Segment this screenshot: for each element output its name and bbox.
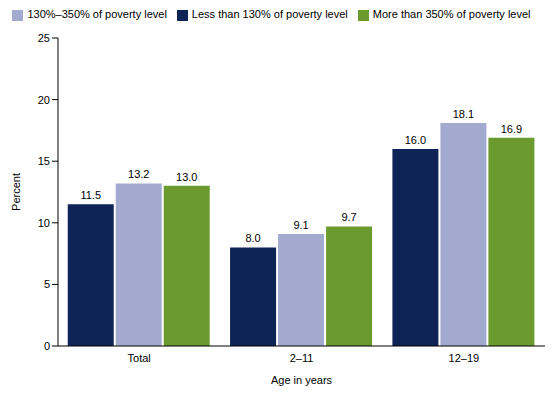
svg-text:12–19: 12–19 bbox=[449, 352, 480, 364]
svg-text:5: 5 bbox=[44, 278, 50, 290]
svg-text:0: 0 bbox=[44, 340, 50, 352]
svg-text:2–11: 2–11 bbox=[290, 352, 314, 364]
svg-text:20: 20 bbox=[38, 94, 50, 106]
svg-text:15: 15 bbox=[38, 155, 50, 167]
html-text:Less than 130% of poverty leve: Less than 130% of poverty level bbox=[191, 8, 348, 20]
svg-text:9.1: 9.1 bbox=[293, 219, 308, 231]
svg-text:13.0: 13.0 bbox=[176, 171, 197, 183]
svg-text:Percent: Percent bbox=[10, 173, 22, 211]
svg-text:25: 25 bbox=[38, 32, 50, 44]
svg-text:11.5: 11.5 bbox=[80, 189, 101, 201]
html-text:130%–350% of poverty level: 130%–350% of poverty level bbox=[27, 8, 167, 20]
svg-text:9.7: 9.7 bbox=[341, 211, 356, 223]
svg-text:Age in years: Age in years bbox=[271, 374, 333, 386]
svg-text:Total: Total bbox=[128, 352, 151, 364]
svg-text:16.0: 16.0 bbox=[405, 134, 426, 146]
svg-text:13.2: 13.2 bbox=[128, 168, 149, 180]
svg-text:18.1: 18.1 bbox=[453, 108, 474, 120]
html-text:More than 350% of poverty leve: More than 350% of poverty level bbox=[372, 8, 531, 20]
svg-text:10: 10 bbox=[38, 217, 50, 229]
svg-text:16.9: 16.9 bbox=[501, 123, 522, 135]
svg-text:8.0: 8.0 bbox=[245, 232, 260, 244]
